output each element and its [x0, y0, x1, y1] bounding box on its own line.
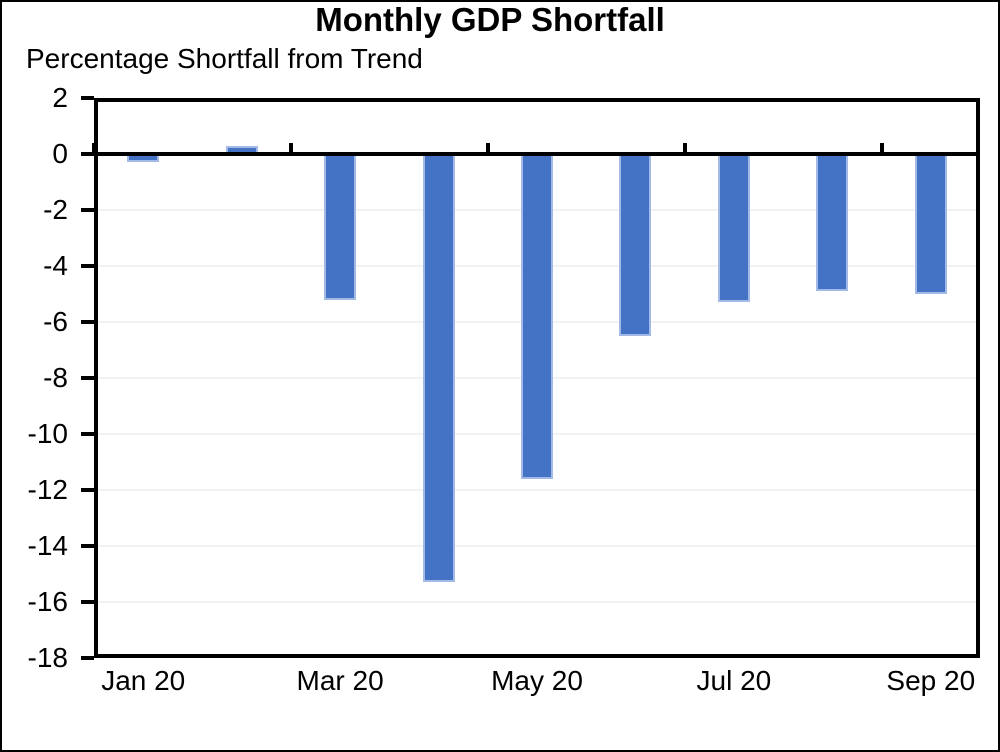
y-axis-tick: [81, 432, 94, 436]
chart-title: Monthly GDP Shortfall: [315, 1, 665, 38]
plot-border-left: [94, 98, 98, 658]
x-axis-label: Mar 20: [296, 665, 384, 696]
plot-border-bottom: [94, 654, 980, 658]
y-axis-label: -16: [27, 586, 68, 617]
y-axis-tick: [81, 152, 94, 156]
plot-border-right: [976, 98, 980, 658]
x-axis-label: May 20: [491, 665, 583, 696]
y-axis-label: -8: [43, 362, 68, 393]
y-axis-label: -12: [27, 474, 68, 505]
y-axis-label: 0: [52, 138, 68, 169]
y-axis-label: -14: [27, 530, 68, 561]
gridline: [94, 489, 980, 491]
gridline: [94, 601, 980, 603]
y-axis-tick: [81, 320, 94, 324]
plot-border-top: [94, 98, 980, 102]
plot-area: 2 0 -2 -4 -6 -8 -10 -12 -14 -16 -18 Jan 20 Mar 20 May…: [28, 82, 980, 696]
y-axis-tick: [81, 488, 94, 492]
y-axis-label: -18: [27, 642, 68, 673]
x-axis-tick: [485, 143, 490, 156]
y-axis-tick: [81, 208, 94, 212]
bar-apr-20: [422, 154, 455, 583]
bar-mar-20: [324, 154, 357, 300]
y-axis-label: 2: [52, 82, 68, 113]
chart-subtitle: Percentage Shortfall from Trend: [26, 43, 423, 74]
bar-jun-20: [619, 154, 652, 336]
x-axis-tick: [288, 143, 293, 156]
gridline: [94, 545, 980, 547]
x-axis-label: Sep 20: [886, 665, 976, 696]
y-axis-tick: [81, 264, 94, 268]
y-axis-tick: [81, 656, 94, 660]
y-axis-label: -2: [43, 194, 68, 225]
y-axis-tick: [81, 600, 94, 604]
x-axis-label: Jan 20: [101, 665, 186, 696]
y-axis-tick: [81, 376, 94, 380]
y-axis-label: -10: [27, 418, 68, 449]
y-axis-tick: [81, 544, 94, 548]
x-axis-tick: [879, 143, 884, 156]
x-axis-label: Jul 20: [696, 665, 772, 696]
x-axis-tick: [682, 143, 687, 156]
bar-aug-20: [816, 154, 849, 292]
y-axis-label: -4: [43, 250, 68, 281]
y-axis-tick: [81, 96, 94, 100]
bar-sep-20: [914, 154, 947, 294]
bar-jul-20: [717, 154, 750, 303]
bar-may-20: [521, 154, 553, 479]
x-axis-zero-line: [94, 152, 980, 156]
y-axis-label: -6: [43, 306, 68, 337]
